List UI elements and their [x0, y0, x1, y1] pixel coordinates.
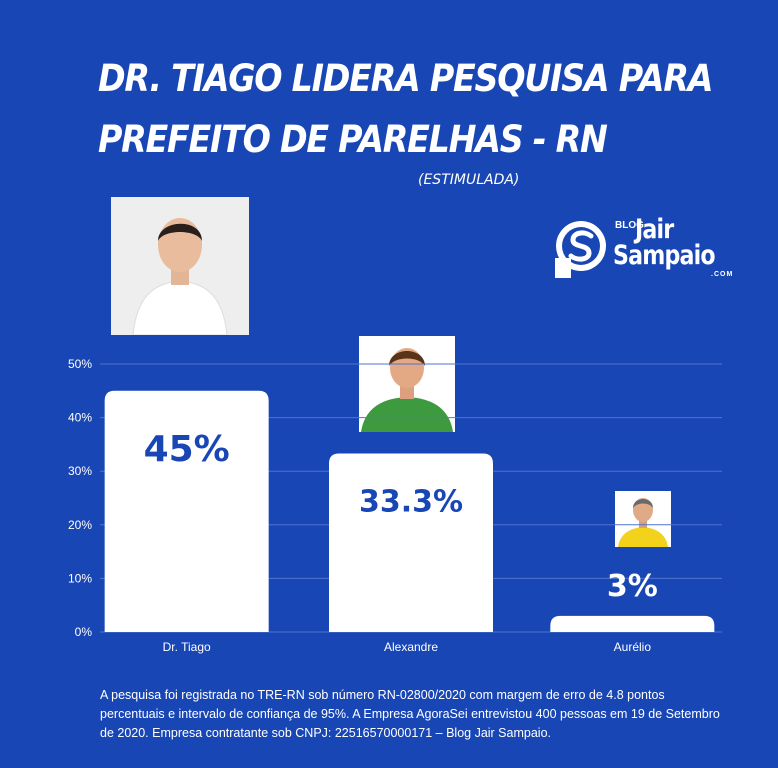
bar-chart: 0% 10% 20% 30% 40% 50% 45% Dr. Tiago 33.3% Alexan…: [68, 357, 722, 654]
poll-type-subtitle: (ESTIMULADA): [418, 172, 520, 188]
blog-logo-mark-icon: [555, 221, 606, 278]
x-category-label: Dr. Tiago: [163, 640, 211, 654]
bar-value-label: 45%: [144, 429, 230, 470]
y-tick-label: 10%: [68, 571, 92, 585]
candidate-photo-alexandre: [359, 336, 455, 432]
y-tick-label: 0%: [75, 625, 93, 639]
x-category-label: Aurélio: [614, 640, 652, 654]
candidate-photo-dr-tiago: [111, 197, 249, 335]
page-title-line-2: PREFEITO DE PARELHAS - RN: [98, 118, 608, 161]
y-tick-label: 20%: [68, 518, 92, 532]
bar-value-label: 33.3%: [359, 485, 463, 520]
bar-dr-tiago: [104, 390, 269, 632]
blog-logo-sampaio-text: Sampaio: [613, 240, 716, 271]
page-title-line-1: DR. TIAGO LIDERA PESQUISA PARA: [98, 57, 713, 100]
bar-alexandre: [329, 453, 493, 632]
y-tick-label: 40%: [68, 411, 92, 425]
blog-logo-com-text: .COM: [711, 271, 734, 278]
bar-aur-lio: [550, 615, 715, 632]
blog-logo: BLOG Jair Sampaio .COM: [551, 212, 741, 282]
bar-value-label: 3%: [607, 569, 658, 604]
y-tick-label: 30%: [68, 464, 92, 478]
y-tick-label: 50%: [68, 357, 92, 371]
blog-logo-jair-text: Jair: [635, 214, 674, 245]
poll-registration-footnote: A pesquisa foi registrada no TRE-RN sob …: [100, 688, 720, 740]
blog-logo-blog-text: BLOG: [615, 220, 644, 231]
x-category-label: Alexandre: [384, 640, 438, 654]
candidate-photo-aurelio: [615, 491, 671, 547]
